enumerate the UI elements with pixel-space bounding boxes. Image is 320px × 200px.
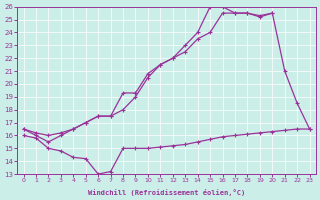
X-axis label: Windchill (Refroidissement éolien,°C): Windchill (Refroidissement éolien,°C)	[88, 189, 245, 196]
